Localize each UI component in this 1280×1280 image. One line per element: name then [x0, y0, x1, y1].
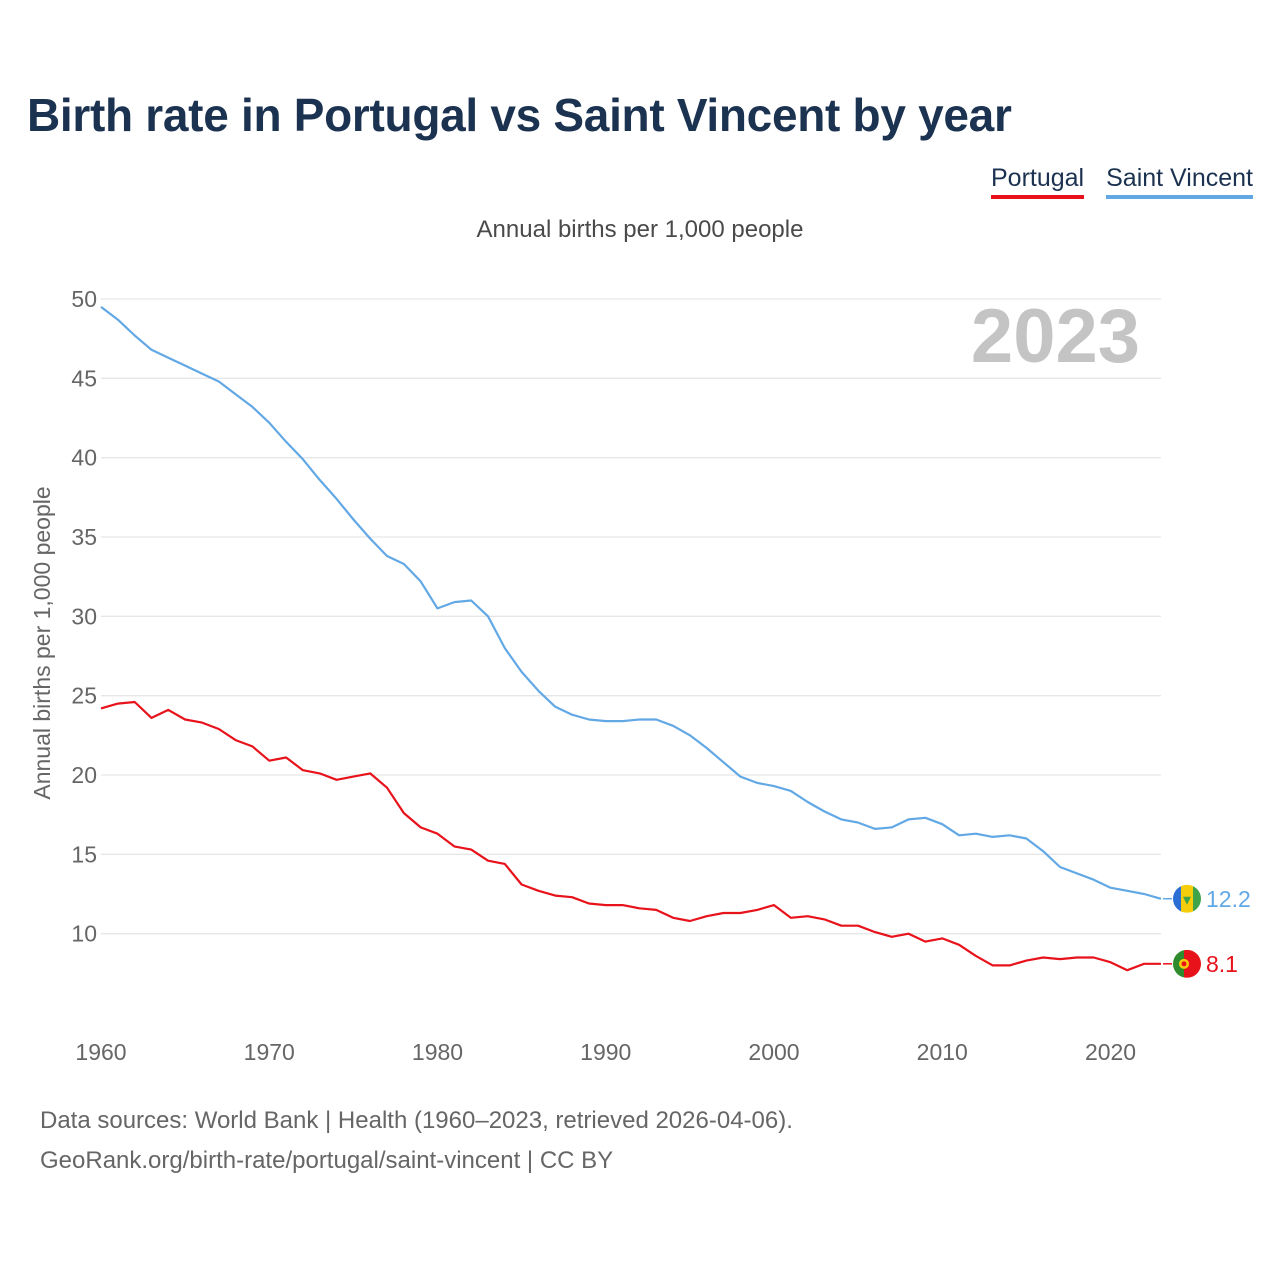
legend-item-portugal[interactable]: Portugal	[991, 164, 1085, 199]
x-tick-label: 2020	[1085, 1039, 1136, 1065]
x-tick-label: 2010	[917, 1039, 968, 1065]
y-tick-label: 40	[71, 445, 97, 471]
chart-title: Birth rate in Portugal vs Saint Vincent …	[27, 89, 1012, 141]
end-value-label-saint-vincent: 12.2	[1206, 886, 1251, 912]
portugal-flag-icon	[1173, 949, 1201, 978]
y-tick-label: 15	[71, 841, 97, 867]
series-line-portugal	[100, 700, 1161, 972]
x-tick-label: 1960	[75, 1039, 126, 1065]
series-lines	[100, 306, 1162, 972]
x-axis-ticks: 1960 1970 1980 1990 2000 2010 2020	[75, 1039, 1136, 1065]
x-tick-label: 1980	[412, 1039, 463, 1065]
flag-emblem	[1181, 961, 1187, 967]
legend: Portugal Saint Vincent	[991, 164, 1253, 199]
end-markers: 12.2 8.1	[1163, 884, 1251, 978]
y-tick-label: 25	[71, 683, 97, 709]
y-tick-label: 10	[71, 921, 97, 947]
y-tick-label: 20	[71, 762, 97, 788]
flag-emblem	[1183, 896, 1191, 905]
chart-subtitle: Annual births per 1,000 people	[476, 216, 804, 243]
end-value-label-portugal: 8.1	[1206, 951, 1238, 977]
y-tick-label: 50	[71, 286, 97, 312]
x-tick-label: 2000	[748, 1039, 799, 1065]
y-axis-ticks: 10 15 20 25 30 35 40 45 50	[71, 286, 97, 947]
y-tick-label: 30	[71, 603, 97, 629]
flag-stripe	[1184, 949, 1201, 978]
series-line-saint-vincent	[100, 306, 1162, 900]
grid	[101, 298, 1161, 935]
footer-source: Data sources: World Bank | Health (1960–…	[40, 1107, 793, 1134]
legend-item-saint-vincent[interactable]: Saint Vincent	[1106, 164, 1253, 199]
footer-link[interactable]: GeoRank.org/birth-rate/portugal/saint-vi…	[40, 1147, 614, 1174]
x-tick-label: 1990	[580, 1039, 631, 1065]
saint-vincent-flag-icon	[1173, 884, 1201, 913]
x-tick-label: 1970	[244, 1039, 295, 1065]
y-axis-label: Annual births per 1,000 people	[29, 486, 55, 799]
y-tick-label: 35	[71, 524, 97, 550]
flag-stripe	[1173, 949, 1184, 978]
year-label: 2023	[971, 294, 1140, 379]
flag-stripe	[1173, 884, 1181, 913]
y-tick-label: 45	[71, 365, 97, 391]
flag-stripe	[1193, 884, 1201, 913]
